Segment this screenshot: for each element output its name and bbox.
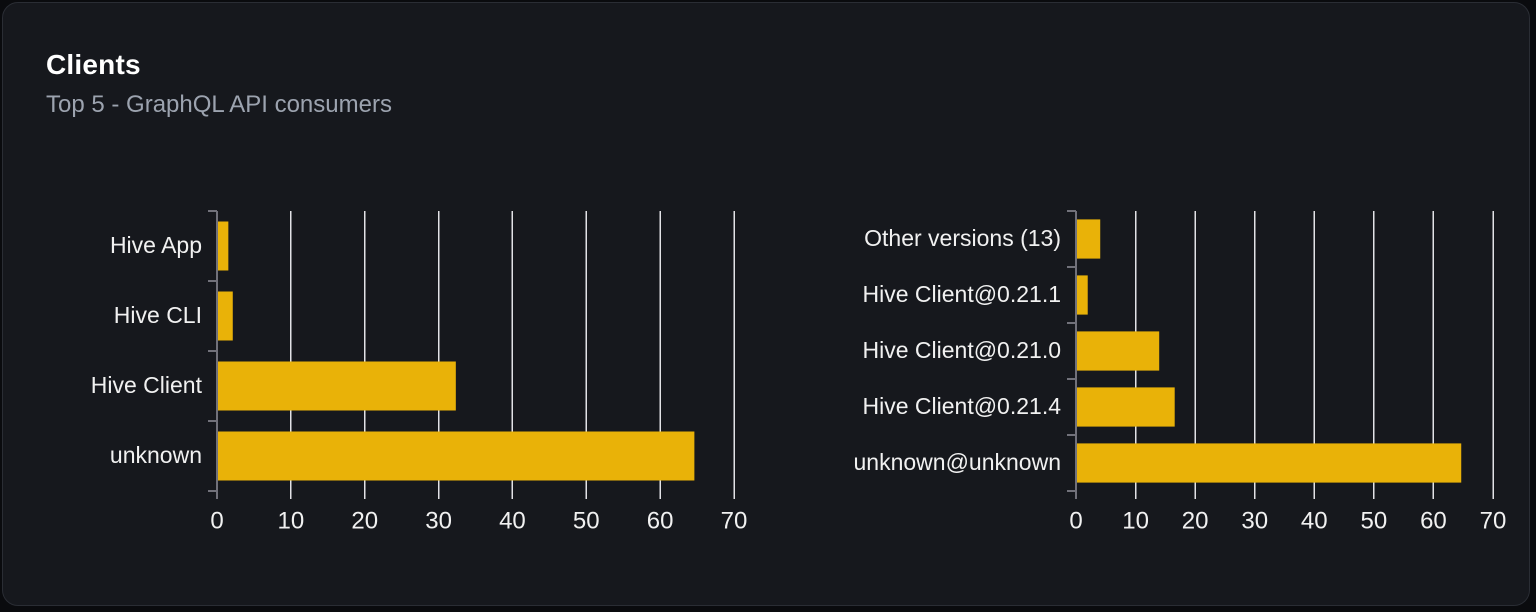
clients-by-name-chart: 0 10 20 30 40 50 60 70 Hive App Hive CLI Hive Clie… — [43, 198, 753, 568]
bar-hive-app[interactable] — [218, 221, 229, 271]
bar-unknown[interactable] — [218, 431, 695, 481]
panel-header: Clients Top 5 - GraphQL API consumers — [46, 49, 392, 119]
category-label-hive-client: Hive Client — [91, 372, 203, 398]
x-tick-label-0: 0 — [210, 507, 223, 534]
clients-by-version-chart: 0 10 20 30 40 50 60 70 Other versions (13) Hive C… — [813, 198, 1523, 568]
panel-subtitle: Top 5 - GraphQL API consumers — [46, 91, 392, 118]
x-tick-label-40: 40 — [499, 507, 526, 534]
panel-title: Clients — [46, 49, 141, 80]
clients-by-version-svg: 0 10 20 30 40 50 60 70 Other versions (13) Hive C… — [854, 210, 1507, 534]
x-tick-label-20: 20 — [351, 507, 378, 534]
bar-unknown-unknown[interactable] — [1077, 443, 1462, 483]
x-tick-label-70: 70 — [1480, 507, 1507, 534]
x-tick-label-30: 30 — [425, 507, 452, 534]
bar-other-versions-13[interactable] — [1077, 219, 1101, 259]
x-tick-label-70: 70 — [721, 507, 748, 534]
x-tick-label-20: 20 — [1182, 507, 1209, 534]
x-tick-label-50: 50 — [573, 507, 600, 534]
bar-hive-cli[interactable] — [218, 291, 233, 341]
x-tick-label-60: 60 — [1420, 507, 1447, 534]
category-label-unknown-unknown: unknown@unknown — [854, 449, 1061, 475]
x-tick-label-10: 10 — [1122, 507, 1149, 534]
x-tick-label-60: 60 — [647, 507, 674, 534]
x-tick-label-10: 10 — [278, 507, 305, 534]
category-label-hive-app: Hive App — [110, 232, 202, 258]
category-label-hive-cli: Hive CLI — [114, 302, 202, 328]
bar-hive-client-0-21-0[interactable] — [1077, 331, 1160, 371]
category-label-hive-client-0-21-1: Hive Client@0.21.1 — [863, 281, 1062, 307]
bar-hive-client-0-21-4[interactable] — [1077, 387, 1175, 427]
x-tick-label-30: 30 — [1241, 507, 1268, 534]
category-label-other-versions-13: Other versions (13) — [864, 225, 1061, 251]
x-tick-label-0: 0 — [1069, 507, 1082, 534]
category-label-hive-client-0-21-0: Hive Client@0.21.0 — [863, 337, 1062, 363]
x-tick-label-40: 40 — [1301, 507, 1328, 534]
category-label-hive-client-0-21-4: Hive Client@0.21.4 — [863, 393, 1062, 419]
bar-hive-client[interactable] — [218, 361, 456, 411]
category-label-unknown: unknown — [110, 442, 202, 468]
bar-hive-client-0-21-1[interactable] — [1077, 275, 1088, 315]
x-tick-label-50: 50 — [1361, 507, 1388, 534]
clients-by-name-svg: 0 10 20 30 40 50 60 70 Hive App Hive CLI Hive Clie… — [91, 210, 748, 534]
